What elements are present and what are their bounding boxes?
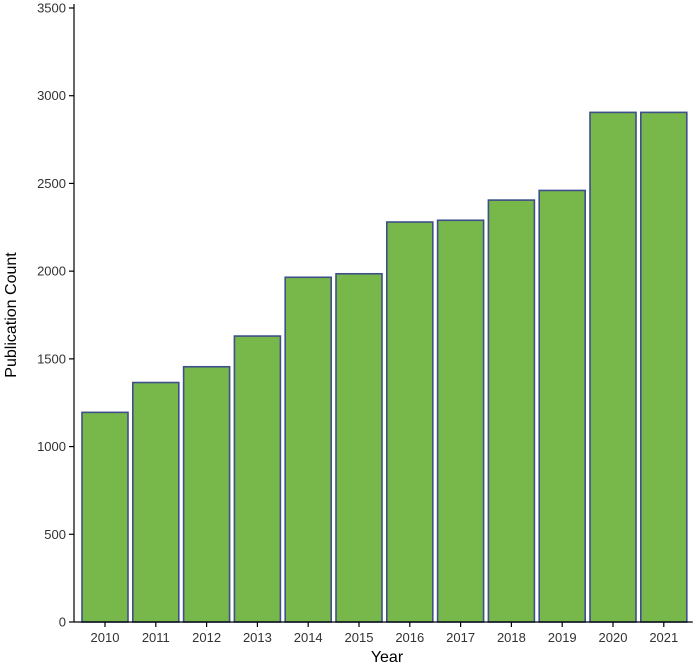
x-tick-label-2010: 2010 bbox=[91, 630, 120, 645]
x-tick-label-2014: 2014 bbox=[294, 630, 323, 645]
x-axis-title: Year bbox=[371, 649, 404, 666]
x-tick-label-2016: 2016 bbox=[395, 630, 424, 645]
x-tick-label-2015: 2015 bbox=[345, 630, 374, 645]
bar-2017 bbox=[436, 219, 485, 623]
x-tick-label-2021: 2021 bbox=[649, 630, 678, 645]
x-tick-label-2011: 2011 bbox=[142, 630, 170, 645]
y-tick-label: 2000 bbox=[37, 264, 66, 279]
bar-2011 bbox=[132, 381, 180, 623]
bar-2010 bbox=[81, 411, 129, 623]
bar-2018 bbox=[487, 199, 536, 623]
bar-2013 bbox=[233, 335, 282, 623]
x-tick-label-2019: 2019 bbox=[548, 630, 577, 645]
y-tick-label: 3500 bbox=[37, 1, 66, 16]
bar-2016 bbox=[385, 221, 434, 623]
bars-group bbox=[81, 111, 688, 623]
x-tick-label-2013: 2013 bbox=[243, 630, 272, 645]
x-tick-label-2017: 2017 bbox=[446, 630, 475, 645]
bar-2020 bbox=[589, 111, 637, 623]
bar-2019 bbox=[538, 189, 587, 623]
x-tick-label-2020: 2020 bbox=[599, 630, 628, 645]
y-axis-title: Publication Count bbox=[3, 252, 20, 378]
y-tick-label: 1500 bbox=[37, 351, 66, 366]
y-tick-label: 3000 bbox=[37, 88, 66, 103]
y-tick-label: 500 bbox=[44, 527, 66, 542]
y-tick-label: 0 bbox=[59, 615, 66, 630]
y-tick-label: 2500 bbox=[37, 176, 66, 191]
x-tick-label-2012: 2012 bbox=[192, 630, 221, 645]
x-tick-label-2018: 2018 bbox=[497, 630, 526, 645]
x-axis: 2010 2011 2012 2013 2014 2015 2016 2017 2018 2019… bbox=[74, 621, 693, 645]
bar-2014 bbox=[284, 276, 333, 623]
bar-2021 bbox=[639, 111, 688, 623]
bar-2012 bbox=[182, 365, 231, 623]
y-axis: 0 500 1000 1500 2000 2500 3000 3500 bbox=[37, 1, 75, 630]
y-tick-label: 1000 bbox=[37, 439, 66, 454]
bar-2015 bbox=[335, 272, 383, 623]
